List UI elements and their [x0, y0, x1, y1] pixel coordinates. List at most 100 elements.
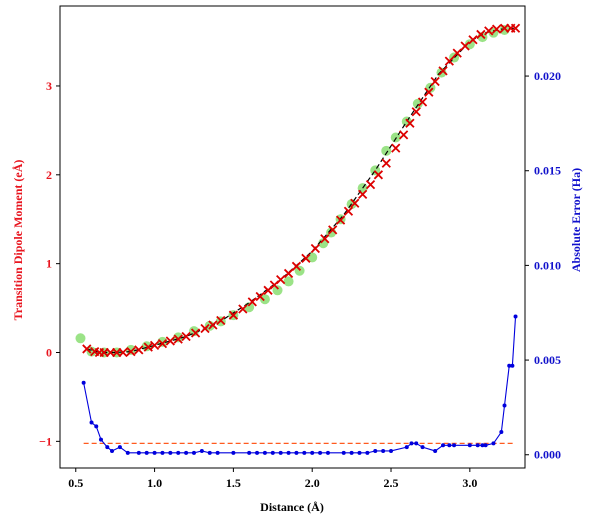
error-point — [447, 443, 452, 448]
prediction-marker — [301, 253, 311, 263]
x-tick-label: 2.0 — [305, 476, 320, 490]
error-point — [105, 445, 110, 450]
left-y-axis: −1 0 1 2 3 — [39, 79, 60, 448]
prediction-marker — [444, 56, 454, 66]
left-y-axis-title: Transition Dipole Moment (eÅ) — [11, 160, 25, 321]
plot-frame — [59, 5, 526, 469]
error-point — [199, 448, 204, 453]
error-point — [414, 441, 419, 446]
right-y-tick-label: 0.020 — [534, 69, 561, 83]
prediction-marker — [228, 310, 239, 320]
prediction-marker — [255, 291, 265, 302]
prediction-marker — [143, 342, 153, 352]
reference-point — [381, 145, 392, 156]
error-point — [125, 450, 130, 455]
error-point — [231, 450, 236, 455]
reference-point — [283, 276, 294, 287]
prediction-marker — [417, 97, 428, 107]
prediction-marker — [118, 347, 128, 358]
right-y-axis-title: Absolute Error (Ha) — [569, 168, 583, 272]
error-point — [404, 445, 409, 450]
prediction-marker — [291, 261, 302, 271]
error-point — [81, 380, 86, 385]
error-point — [310, 450, 315, 455]
error-point — [160, 450, 165, 455]
reference-point — [294, 265, 305, 276]
right-y-tick-label: 0.005 — [534, 353, 561, 367]
prediction-marker — [460, 41, 470, 51]
error-point — [286, 450, 291, 455]
prediction-marker — [438, 66, 448, 76]
left-y-tick-label: −1 — [39, 434, 52, 448]
error-line — [83, 316, 517, 454]
prediction-marker — [320, 234, 330, 244]
error-point — [184, 450, 189, 455]
error-point — [207, 450, 212, 455]
error-point — [357, 450, 362, 455]
prediction-marker — [126, 346, 136, 357]
prediction-marker — [310, 243, 320, 254]
error-point — [136, 450, 141, 455]
error-point — [255, 450, 260, 455]
error-point — [483, 443, 488, 448]
error-point — [176, 450, 181, 455]
fit-line — [86, 27, 516, 354]
error-point — [191, 450, 196, 455]
error-point — [152, 450, 157, 455]
error-point — [475, 443, 480, 448]
prediction-marker — [200, 323, 210, 334]
error-point — [433, 448, 438, 453]
error-point — [409, 441, 414, 446]
error-point — [420, 445, 425, 450]
prediction-marker — [82, 344, 92, 354]
error-point — [441, 443, 446, 448]
prediction-marker — [491, 24, 502, 34]
prediction-marker — [134, 345, 144, 355]
x-tick-label: 1.5 — [226, 476, 241, 490]
prediction-marker — [405, 118, 415, 128]
error-point — [349, 450, 354, 455]
prediction-marker — [365, 179, 376, 190]
error-point — [325, 450, 330, 455]
prediction-marker — [358, 189, 368, 199]
x-tick-label: 1.0 — [147, 476, 162, 490]
error-point — [381, 448, 386, 453]
reference-point — [259, 294, 270, 305]
reference-point — [401, 116, 412, 127]
prediction-marker — [157, 338, 168, 349]
prediction-marker — [283, 268, 294, 279]
x-axis-title: Distance (Å) — [260, 500, 324, 514]
error-point — [389, 448, 394, 453]
error-point — [278, 450, 283, 455]
right-y-axis: 0.000 0.005 0.010 0.015 0.020 — [525, 69, 561, 462]
prediction-marker — [391, 143, 401, 153]
prediction-marker — [510, 23, 521, 33]
error-point — [507, 363, 512, 368]
prediction-marker — [328, 225, 338, 235]
prediction-marker — [381, 158, 391, 168]
prediction-marker — [430, 76, 440, 87]
prediction-marker — [276, 275, 286, 285]
error-point — [480, 443, 485, 448]
error-point — [302, 450, 307, 455]
prediction-marker — [452, 48, 462, 58]
prediction-marker — [238, 304, 248, 314]
error-point — [365, 450, 370, 455]
prediction-marker — [190, 328, 201, 338]
plot-area — [75, 23, 521, 455]
error-point — [294, 450, 299, 455]
error-point — [262, 450, 267, 455]
prediction-marker — [149, 340, 160, 351]
error-point — [168, 450, 173, 455]
error-point — [513, 314, 518, 319]
reference-point — [75, 333, 86, 344]
left-y-tick-label: 3 — [46, 79, 52, 93]
left-y-tick-label: 0 — [46, 346, 52, 360]
prediction-marker — [411, 107, 421, 117]
error-point — [341, 450, 346, 455]
prediction-marker — [476, 29, 486, 40]
error-point — [467, 443, 472, 448]
prediction-marker — [181, 331, 191, 342]
reference-point — [499, 24, 510, 35]
